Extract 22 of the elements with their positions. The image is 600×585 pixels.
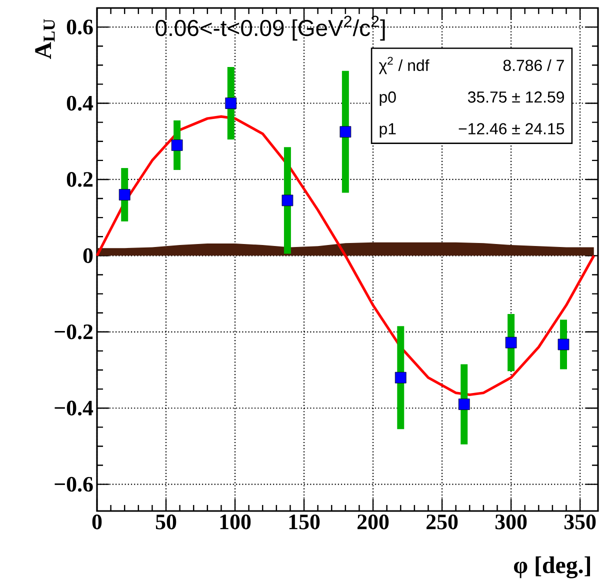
y-tick-label: 0.4: [66, 96, 94, 111]
y-tick-label: 0.6: [66, 20, 93, 34]
x-tick-label: 50: [156, 514, 176, 530]
annotation: 8.786 / 7: [503, 59, 564, 72]
annotation: −12.46 ± 24.15: [458, 123, 564, 134]
annotation: 35.75 ± 12.59: [468, 91, 564, 103]
y-tick-label: 0.2: [66, 172, 93, 187]
y-tick-label: −0.6: [54, 476, 93, 492]
x-axis-title: φ [deg.]: [514, 556, 590, 578]
y-tick-label: 0: [83, 248, 93, 264]
annotation: p1: [380, 123, 396, 138]
x-tick-label: 150: [289, 514, 320, 530]
y-axis-title: A$_{LU}$: [35, 19, 55, 59]
x-tick-label: 350: [564, 514, 596, 530]
y-tick-label: −0.2: [54, 324, 93, 340]
annotation: χ$^{2}$ / ndf: [378, 56, 430, 74]
y-tick-label: −0.4: [54, 400, 94, 416]
x-tick-label: 250: [426, 514, 458, 530]
x-tick-label: 200: [358, 514, 389, 530]
x-tick-label: 100: [220, 514, 251, 530]
x-tick-label: 300: [495, 514, 527, 530]
annotation: p0: [380, 91, 396, 106]
